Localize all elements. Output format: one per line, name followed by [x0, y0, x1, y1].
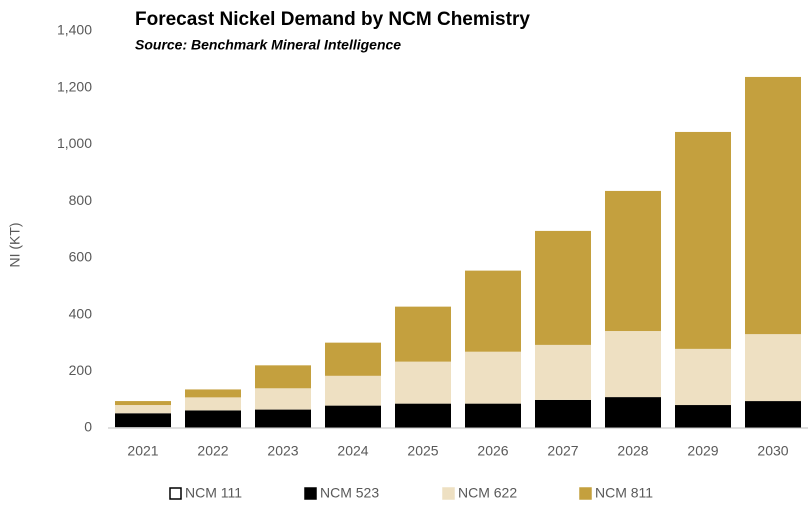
x-tick-label: 2024: [337, 443, 368, 459]
y-tick-label: 1,000: [57, 135, 92, 151]
bar-segment: [465, 351, 521, 404]
bar-segment: [465, 270, 521, 352]
bar-segment: [255, 365, 311, 389]
bar-segment: [325, 342, 381, 376]
chart-title: Forecast Nickel Demand by NCM Chemistry: [135, 9, 530, 30]
legend-swatch: [169, 487, 182, 500]
y-tick-label: 400: [69, 305, 93, 321]
bar-segment: [185, 389, 241, 398]
bar-segment: [605, 331, 661, 398]
x-tick-label: 2025: [407, 443, 438, 459]
bar-segment: [185, 397, 241, 411]
bar-segment: [115, 401, 171, 406]
bar-segment: [535, 399, 591, 428]
x-tick-label: 2022: [197, 443, 228, 459]
y-tick-label: 200: [69, 362, 93, 378]
bar-segment: [745, 401, 801, 428]
bar-segment: [675, 405, 731, 428]
legend-swatch: [304, 487, 317, 500]
bar-segment: [675, 348, 731, 406]
bar-segment: [535, 230, 591, 345]
legend-swatch: [579, 487, 592, 500]
y-tick-label: 1,400: [57, 22, 92, 38]
bar-segment: [325, 405, 381, 428]
bar-segment: [605, 190, 661, 332]
bar-segment: [325, 375, 381, 406]
x-tick-label: 2026: [477, 443, 508, 459]
y-tick-label: 0: [84, 419, 92, 435]
legend-label: NCM 811: [595, 485, 653, 501]
y-tick-label: 600: [69, 249, 93, 265]
bar-segment: [255, 388, 311, 410]
legend-swatch: [442, 487, 455, 500]
y-tick-label: 1,200: [57, 78, 92, 94]
bar-segment: [395, 403, 451, 428]
bar-segment: [115, 405, 171, 414]
x-tick-label: 2029: [687, 443, 718, 459]
bar-segment: [115, 413, 171, 428]
bar-segment: [395, 361, 451, 404]
y-tick-label: 800: [69, 192, 93, 208]
x-tick-label: 2030: [757, 443, 788, 459]
x-tick-label: 2023: [267, 443, 298, 459]
x-tick-label: 2027: [547, 443, 578, 459]
legend-label: NCM 523: [320, 485, 379, 501]
bar-segment: [745, 76, 801, 335]
x-tick-label: 2021: [127, 443, 158, 459]
bar-segment: [605, 397, 661, 428]
x-tick-label: 2028: [617, 443, 648, 459]
bar-segment: [535, 344, 591, 400]
legend-label: NCM 622: [458, 485, 517, 501]
bar-segment: [465, 403, 521, 428]
chart-subtitle: Source: Benchmark Mineral Intelligence: [135, 37, 401, 53]
bar-segment: [255, 409, 311, 428]
bar-segment: [745, 334, 801, 402]
bar-segment: [395, 306, 451, 362]
bar-segment: [185, 410, 241, 428]
legend-label: NCM 111: [185, 485, 242, 501]
y-axis-label: NI (KT): [7, 222, 23, 267]
bar-segment: [675, 131, 731, 349]
